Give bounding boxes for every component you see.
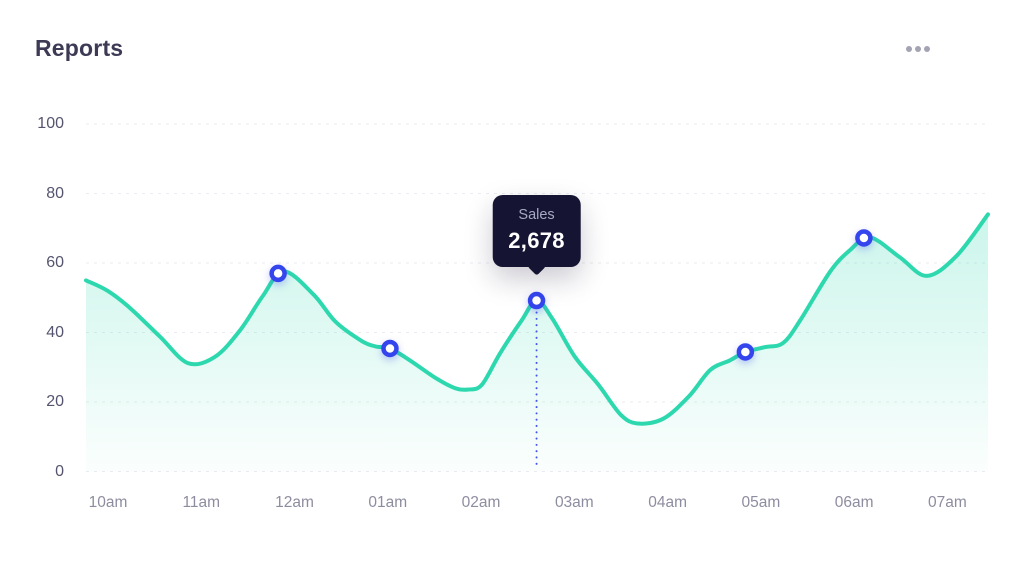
x-axis-label: 11am	[182, 494, 221, 511]
ellipsis-icon	[906, 46, 930, 52]
x-axis-label: 04am	[648, 494, 687, 511]
data-point-marker[interactable]	[381, 339, 399, 358]
y-axis-label: 0	[55, 462, 64, 480]
x-axis-label: 07am	[928, 494, 967, 511]
x-axis-label: 10am	[88, 494, 128, 511]
data-point-marker[interactable]	[527, 291, 546, 310]
x-axis-label: 12am	[275, 494, 314, 511]
page-title: Reports	[35, 35, 124, 61]
more-options-button[interactable]	[900, 40, 936, 58]
sales-line	[84, 212, 990, 426]
tooltip-label: Sales	[518, 206, 555, 223]
y-axis-label: 40	[46, 323, 64, 341]
y-axis-label: 60	[46, 254, 64, 271]
x-axis-label: 06am	[834, 494, 874, 511]
data-point-marker[interactable]	[269, 264, 287, 283]
tooltip: Sales 2,678	[492, 194, 581, 267]
y-axis-label: 80	[46, 184, 64, 202]
data-point-marker[interactable]	[855, 229, 873, 247]
x-axis-label: 02am	[461, 494, 501, 511]
y-axis-label: 100	[37, 115, 64, 132]
x-axis-label: 05am	[741, 494, 781, 511]
x-axis-label: 03am	[554, 494, 594, 511]
area-fill	[86, 214, 988, 472]
x-axis-label: 01am	[368, 494, 408, 511]
tooltip-value: 2,678	[508, 227, 565, 253]
data-point-marker[interactable]	[736, 343, 755, 361]
y-axis-label: 20	[46, 393, 64, 410]
